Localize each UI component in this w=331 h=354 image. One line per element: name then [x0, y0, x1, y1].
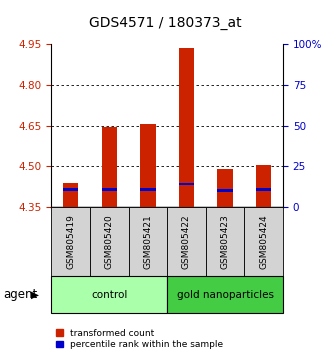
Bar	[140, 188, 156, 191]
Text: GDS4571 / 180373_at: GDS4571 / 180373_at	[89, 16, 242, 30]
Bar	[102, 188, 117, 191]
Bar	[51, 207, 90, 276]
Text: GSM805421: GSM805421	[143, 214, 152, 269]
Bar	[217, 189, 233, 192]
Bar	[206, 207, 244, 276]
Bar	[256, 188, 271, 191]
Bar	[63, 188, 78, 191]
Bar	[102, 127, 117, 207]
Text: GSM805419: GSM805419	[66, 214, 75, 269]
Text: ▶: ▶	[31, 290, 39, 300]
Legend: transformed count, percentile rank within the sample: transformed count, percentile rank withi…	[56, 329, 223, 349]
Bar	[167, 276, 283, 313]
Text: agent: agent	[3, 288, 37, 301]
Bar	[179, 48, 194, 207]
Text: control: control	[91, 290, 127, 300]
Text: GSM805424: GSM805424	[259, 214, 268, 269]
Text: GSM805422: GSM805422	[182, 214, 191, 269]
Bar	[128, 207, 167, 276]
Bar	[217, 169, 233, 207]
Bar	[90, 207, 128, 276]
Bar	[51, 276, 167, 313]
Bar	[244, 207, 283, 276]
Bar	[140, 124, 156, 207]
Bar	[256, 165, 271, 207]
Text: gold nanoparticles: gold nanoparticles	[176, 290, 274, 300]
Bar	[167, 207, 206, 276]
Text: GSM805420: GSM805420	[105, 214, 114, 269]
Bar	[179, 183, 194, 185]
Bar	[63, 183, 78, 207]
Text: GSM805423: GSM805423	[220, 214, 230, 269]
